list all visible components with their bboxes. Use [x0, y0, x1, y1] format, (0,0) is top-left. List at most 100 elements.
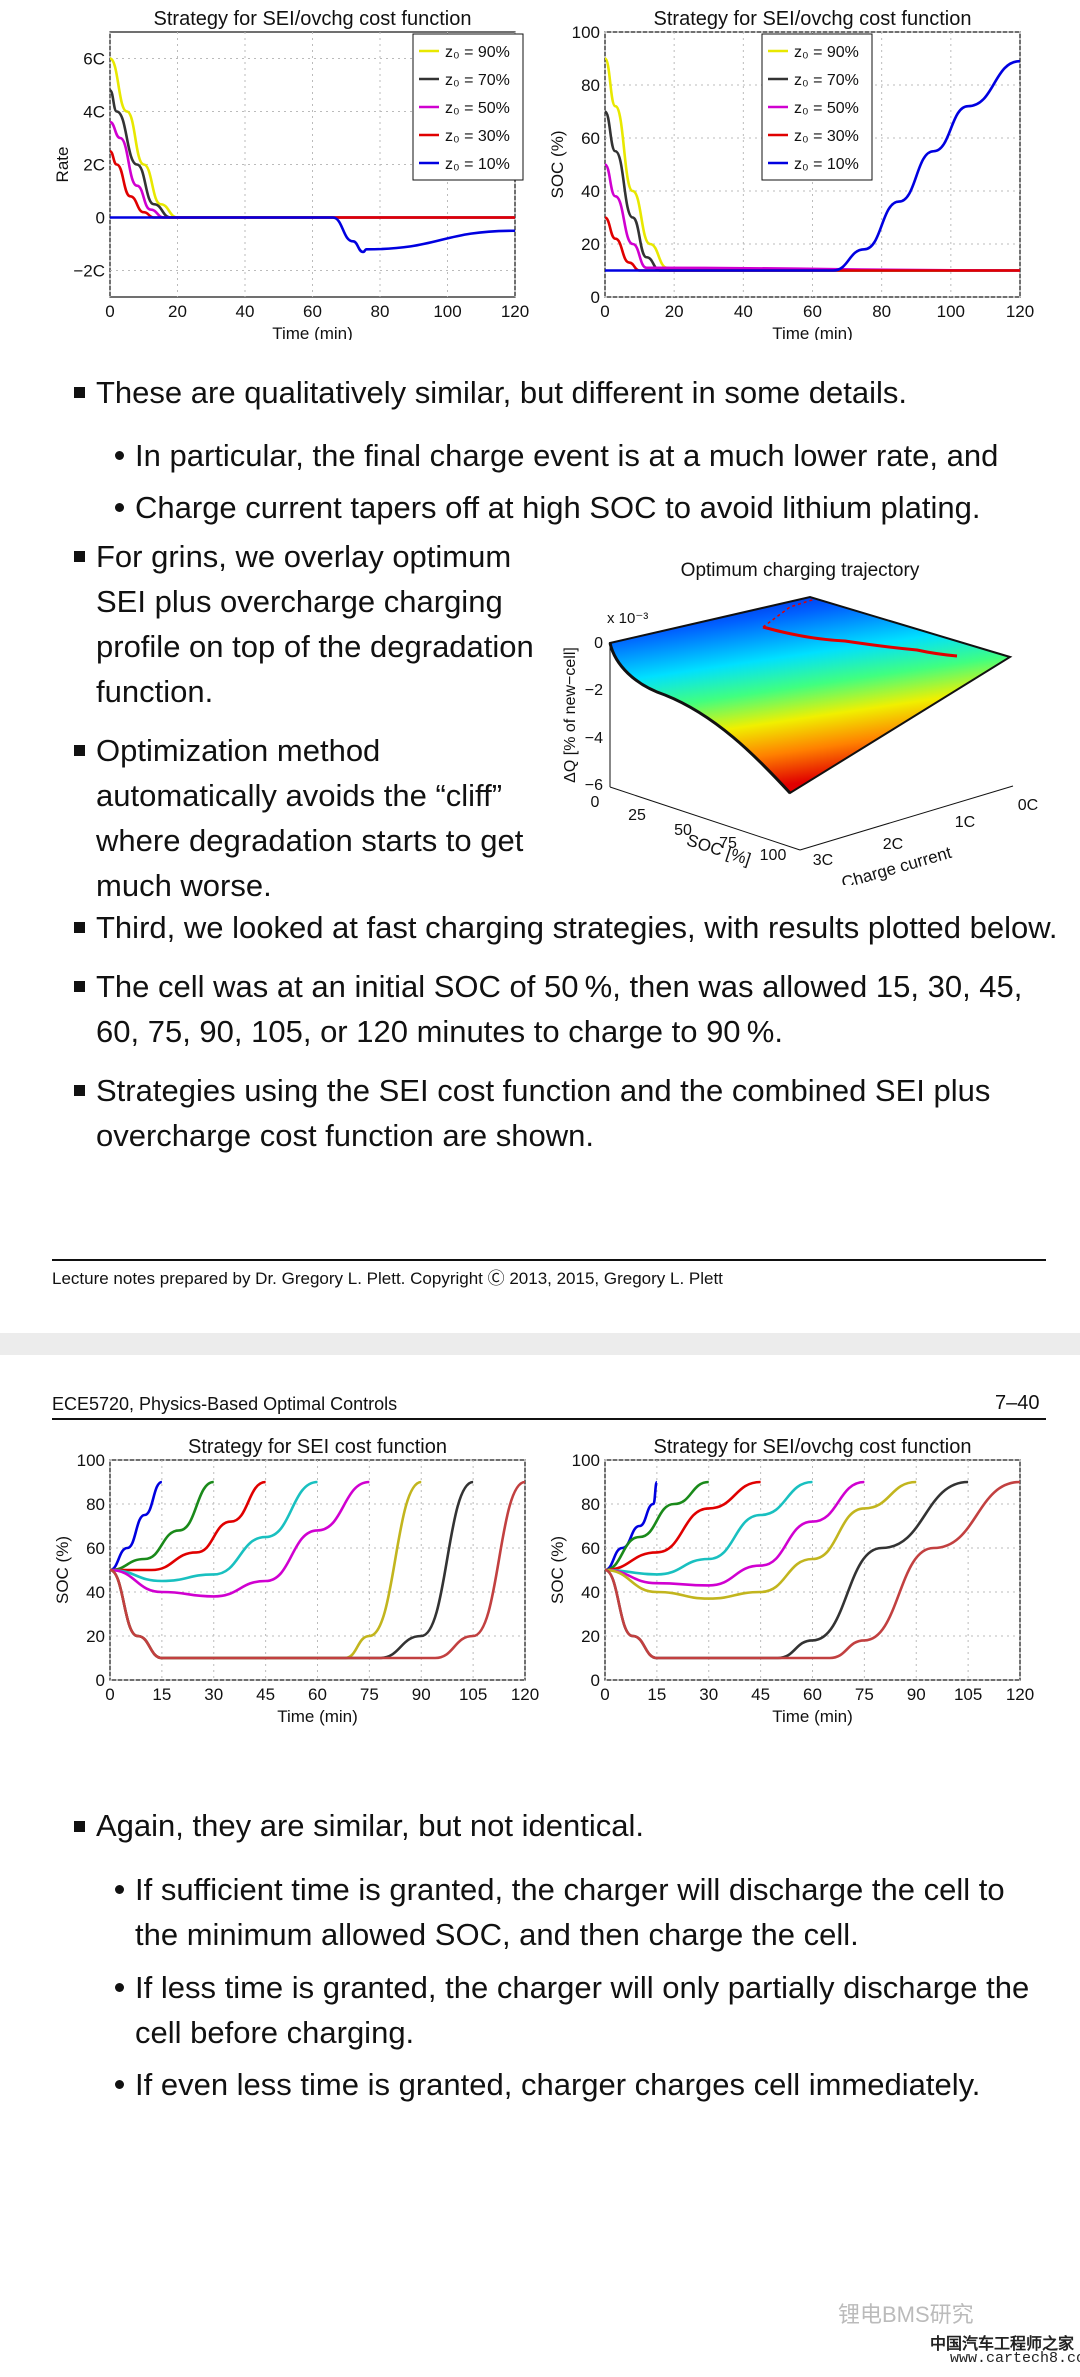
bullet-square — [74, 745, 85, 756]
bullet-square — [74, 551, 85, 562]
y-tick-label: 20 — [86, 1627, 105, 1646]
watermark-brand: 锂电BMS研究 — [838, 2302, 974, 2327]
x-tick-label: 120 — [1006, 1685, 1034, 1704]
sei-strategy-chart: 0 15 30 45 60 75 90 105 120 100 80 60 40 20 0 Strategy … — [53, 1436, 539, 1726]
y-axis-label: Rate — [53, 147, 72, 183]
sub-bullet-text: If even less time is granted, charger ch… — [135, 2067, 981, 2102]
x-tick-label: 30 — [204, 1685, 223, 1704]
bullet-square — [74, 1085, 85, 1096]
bullet-text: much worse. — [96, 868, 272, 903]
y-tick-label: 20 — [581, 1627, 600, 1646]
y-tick-label: 40 — [581, 1583, 600, 1602]
x-tick-label: 15 — [152, 1685, 171, 1704]
x-tick-label: 100 — [433, 302, 461, 321]
bullet-dot — [115, 1983, 124, 1992]
x-axis-label: Time (min) — [277, 1707, 358, 1726]
y-tick-label: −2C — [73, 262, 105, 281]
current-tick-label: 3C — [813, 852, 833, 869]
x-tick-label: 75 — [360, 1685, 379, 1704]
bullet-text: These are qualitatively similar, but dif… — [96, 375, 907, 410]
rate-chart: 0 20 40 60 80 100 120 6C 4C 2C 0 −2C Strategy for SE… — [53, 8, 529, 340]
current-tick-label: 0C — [1018, 797, 1038, 814]
y-tick-label: 40 — [86, 1583, 105, 1602]
legend-label: z₀ = 30% — [794, 128, 859, 145]
series-line — [604, 59, 1021, 272]
x-tick-label: 40 — [734, 302, 753, 321]
x-tick-label: 90 — [907, 1685, 926, 1704]
z-axis-label: ΔQ [% of new−cell] — [562, 647, 579, 783]
series-line — [604, 1480, 709, 1572]
x-tick-label: 120 — [1006, 302, 1034, 321]
bullet-text: 60, 75, 90, 105, or 120 minutes to charg… — [96, 1014, 783, 1049]
series-line — [604, 1480, 1021, 1660]
chart-title: Strategy for SEI cost function — [188, 1436, 447, 1458]
soc-chart: 0 20 40 60 80 100 120 100 80 60 40 20 0 Strategy for … — [548, 8, 1034, 340]
bullet-text: The cell was at an initial SOC of 50 %, … — [96, 969, 1023, 1004]
x-tick-label: 80 — [371, 302, 390, 321]
page-header-title: ECE5720, Physics-Based Optimal Controls — [52, 1394, 398, 1414]
bullet-square — [74, 981, 85, 992]
x-tick-label: 60 — [308, 1685, 327, 1704]
chart-title: Strategy for SEI/ovchg cost function — [654, 1436, 972, 1458]
chart-title: Strategy for SEI/ovchg cost function — [654, 8, 972, 30]
legend-label: z₀ = 10% — [794, 156, 859, 173]
series-line — [109, 149, 515, 219]
watermark-site-name: 中国汽车工程师之家 — [930, 2336, 1075, 2353]
y-tick-label: 100 — [572, 23, 600, 42]
legend-label: z₀ = 90% — [794, 44, 859, 61]
x-tick-label: 60 — [803, 1685, 822, 1704]
x-axis-label: Time (min) — [772, 1707, 853, 1726]
x-tick-label: 45 — [256, 1685, 275, 1704]
bullet-text: profile on top of the degradation — [96, 629, 534, 664]
soc-tick-label: 50 — [674, 822, 692, 839]
legend-label: z₀ = 70% — [445, 72, 510, 89]
sub-bullet-text: the minimum allowed SOC, and then charge… — [135, 1917, 859, 1952]
bullet-square — [74, 387, 85, 398]
x-tick-label: 120 — [501, 302, 529, 321]
y-tick-label: 100 — [77, 1451, 105, 1470]
page-1: 0 20 40 60 80 100 120 6C 4C 2C 0 −2C Strategy for SE… — [52, 8, 1058, 1288]
bullet-dot — [115, 503, 124, 512]
x-axis-label: Time (min) — [272, 324, 353, 340]
y-tick-label: 2C — [83, 156, 105, 175]
y-axis-label: SOC (%) — [548, 131, 567, 199]
current-tick-label: 2C — [883, 836, 903, 853]
z-exponent: x 10⁻³ — [607, 610, 648, 627]
degradation-surface — [608, 595, 1013, 795]
y-tick-label: 80 — [581, 1495, 600, 1514]
bullet-square — [74, 1821, 85, 1832]
legend-label: z₀ = 50% — [794, 100, 859, 117]
series-line — [109, 1480, 526, 1660]
bullet-text: automatically avoids the “cliff” — [96, 778, 503, 813]
y-axis-label: SOC (%) — [53, 1536, 72, 1604]
x-tick-label: 0 — [105, 1685, 114, 1704]
legend-label: z₀ = 70% — [794, 72, 859, 89]
x-tick-label: 0 — [600, 1685, 609, 1704]
bullet-text: Optimization method — [96, 733, 381, 768]
bullet-text: overcharge cost function are shown. — [96, 1118, 594, 1153]
x-tick-label: 120 — [511, 1685, 539, 1704]
y-tick-label: 80 — [581, 76, 600, 95]
x-axis-label: Time (min) — [772, 324, 853, 340]
x-tick-label: 40 — [236, 302, 255, 321]
series-line — [110, 1480, 266, 1572]
x-tick-label: 100 — [937, 302, 965, 321]
bullet-text: Third, we looked at fast charging strate… — [96, 910, 1058, 945]
legend-label: z₀ = 50% — [445, 100, 510, 117]
bullet-dot — [115, 451, 124, 460]
x-tick-label: 60 — [803, 302, 822, 321]
legend-label: z₀ = 30% — [445, 128, 510, 145]
y-tick-label: 40 — [581, 182, 600, 201]
y-tick-label: 0 — [591, 1671, 600, 1690]
y-tick-label: 4C — [83, 103, 105, 122]
footer-rule — [52, 1259, 1046, 1261]
chart-title: Optimum charging trajectory — [681, 560, 920, 581]
x-tick-label: 15 — [647, 1685, 666, 1704]
x-tick-label: 20 — [168, 302, 187, 321]
x-tick-label: 30 — [699, 1685, 718, 1704]
bullet-dot — [115, 1885, 124, 1894]
series-line — [109, 1480, 163, 1572]
footer-text: Lecture notes prepared by Dr. Gregory L.… — [52, 1269, 723, 1288]
series-line — [110, 216, 516, 254]
x-tick-label: 0 — [105, 302, 114, 321]
